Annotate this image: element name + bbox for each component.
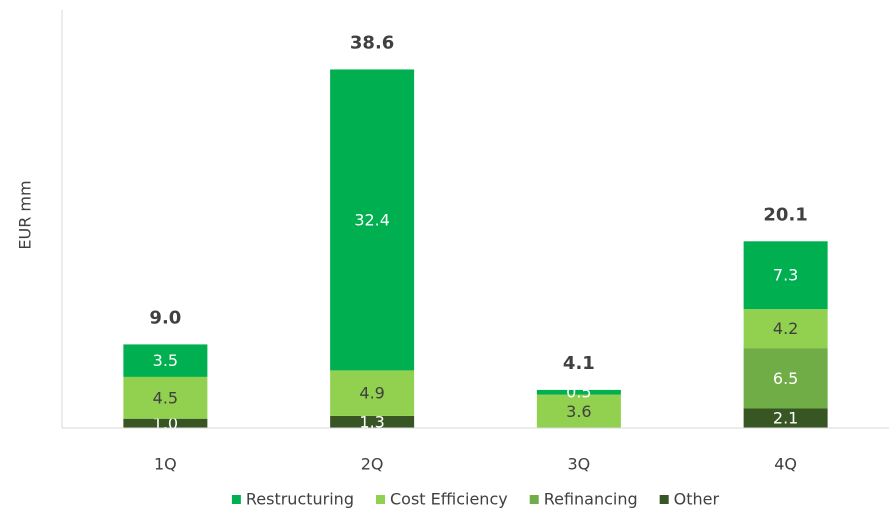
legend-label: Cost Efficiency	[390, 490, 508, 509]
legend-swatch	[529, 495, 539, 504]
legend-swatch	[375, 495, 385, 504]
data-label: 7.3	[773, 266, 798, 285]
bar-segment	[536, 389, 621, 395]
total-label: 20.1	[763, 204, 807, 225]
bar-segment	[330, 69, 415, 371]
y-axis-label: EUR mm	[16, 180, 35, 249]
x-tick-label: 4Q	[774, 455, 797, 474]
bar-segment	[743, 309, 828, 349]
x-tick-label: 1Q	[154, 455, 177, 474]
data-label: 3.6	[566, 402, 591, 421]
bar-segment	[743, 408, 828, 428]
legend-label: Other	[674, 490, 720, 509]
bar-segment	[743, 348, 828, 409]
data-label: 2.1	[773, 409, 798, 428]
data-label: 6.5	[773, 369, 798, 388]
bar-segment	[743, 241, 828, 310]
bar-segment	[123, 376, 208, 419]
bar-segment	[123, 344, 208, 377]
legend-swatch	[231, 495, 241, 504]
total-label: 4.1	[563, 353, 595, 374]
legend-label: Refinancing	[544, 490, 638, 509]
data-label: 4.2	[773, 319, 798, 338]
legend-swatch	[659, 495, 669, 504]
bar-segment	[330, 415, 415, 428]
data-label: 4.9	[359, 384, 384, 403]
data-label: 1.3	[359, 412, 384, 431]
total-label: 38.6	[350, 32, 394, 53]
bar-segment	[123, 418, 208, 428]
legend-label: Restructuring	[246, 490, 354, 509]
x-tick-label: 3Q	[567, 455, 590, 474]
total-label: 9.0	[149, 307, 181, 328]
bar-segment	[330, 370, 415, 416]
data-label: 3.5	[153, 351, 178, 370]
bar-segment	[536, 394, 621, 428]
data-label: 0.5	[566, 383, 591, 402]
data-label: 32.4	[354, 210, 390, 229]
x-tick-label: 2Q	[361, 455, 384, 474]
data-label: 4.5	[153, 388, 178, 407]
